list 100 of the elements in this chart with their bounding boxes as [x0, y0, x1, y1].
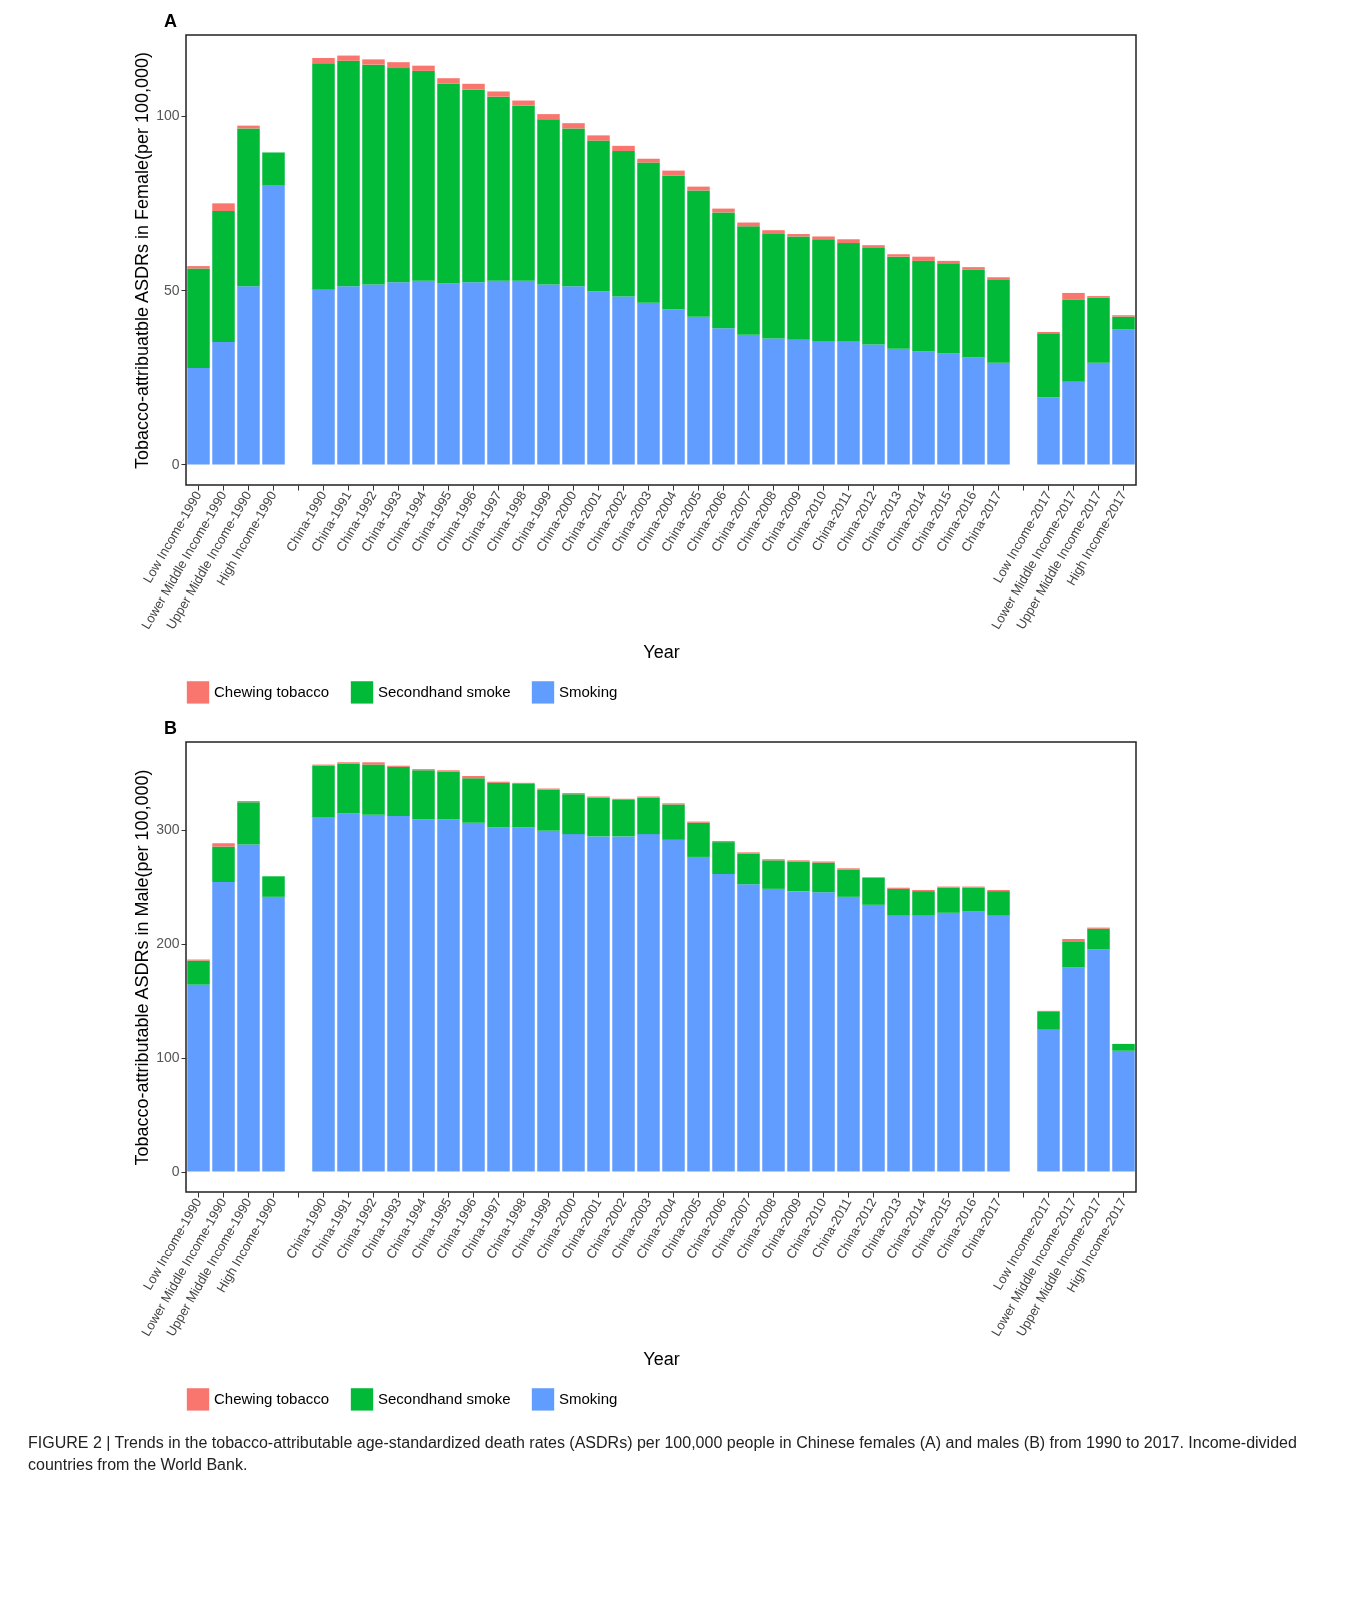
bar [837, 896, 860, 1172]
bar [537, 284, 560, 465]
bar [487, 782, 510, 828]
bar [362, 284, 385, 465]
bar [712, 212, 735, 329]
bar [812, 862, 835, 893]
bar [837, 239, 860, 244]
bar [862, 247, 885, 345]
bar [387, 766, 410, 816]
bar [737, 853, 760, 885]
bar [212, 211, 235, 343]
bar [1037, 1029, 1060, 1172]
bar [1037, 397, 1060, 465]
bar [662, 839, 685, 1172]
bar [762, 338, 785, 465]
bar [862, 344, 885, 465]
bar [787, 236, 810, 340]
bar [187, 266, 210, 269]
bar [187, 960, 210, 985]
bar [762, 888, 785, 1172]
y-axis-title: Tobacco-attributable ASDRs in Male(per 100,000) [132, 769, 153, 1166]
bar [312, 289, 335, 465]
bar [937, 887, 960, 913]
bar [337, 763, 360, 814]
bar [737, 226, 760, 335]
bar [937, 353, 960, 465]
bar [662, 175, 685, 310]
bar [887, 888, 910, 916]
bar [537, 114, 560, 120]
bar [812, 892, 835, 1172]
bar [362, 64, 385, 285]
bar [1087, 362, 1110, 465]
legend-label: Chewing tobacco [214, 683, 330, 701]
bar [687, 316, 710, 465]
bar [412, 770, 435, 820]
bar [712, 328, 735, 465]
bar [437, 283, 460, 465]
bar [912, 260, 935, 352]
bar [1112, 1050, 1135, 1172]
bar [437, 819, 460, 1172]
bar [837, 869, 860, 897]
bar [662, 804, 685, 840]
bar [1087, 928, 1110, 950]
bar [1087, 297, 1110, 363]
bar [787, 861, 810, 892]
bar [412, 819, 435, 1172]
bar [212, 882, 235, 1172]
bar [237, 844, 260, 1172]
bar [612, 296, 635, 465]
x-axis-title: Year [643, 1348, 680, 1369]
bar [762, 230, 785, 235]
bar [212, 846, 235, 883]
bar [812, 236, 835, 240]
bar [312, 58, 335, 64]
bar [862, 245, 885, 248]
bar [987, 362, 1010, 465]
bar [362, 764, 385, 815]
bar [1037, 1011, 1060, 1030]
bar [187, 367, 210, 465]
bar [1062, 939, 1085, 942]
bar [1087, 949, 1110, 1172]
bar [562, 123, 585, 129]
bar [887, 256, 910, 349]
bar [912, 256, 935, 261]
bar [187, 984, 210, 1172]
bar [337, 813, 360, 1172]
bar [362, 762, 385, 765]
bar [687, 822, 710, 857]
bar [612, 151, 635, 297]
bar [462, 822, 485, 1172]
bar [562, 128, 585, 287]
bar [587, 836, 610, 1172]
bar [1112, 329, 1135, 465]
y-tick-label: 100 [156, 107, 180, 124]
bar [812, 341, 835, 465]
bar [737, 884, 760, 1172]
bar [187, 268, 210, 368]
bar [337, 55, 360, 61]
bar [1112, 316, 1135, 330]
bar [637, 158, 660, 163]
bar [887, 348, 910, 465]
bar [462, 778, 485, 823]
bar [212, 342, 235, 465]
bar [712, 874, 735, 1172]
y-tick-label: 50 [163, 281, 180, 298]
bar [962, 357, 985, 465]
legend-label: Smoking [559, 683, 618, 701]
bar [762, 234, 785, 339]
y-axis-title: Tobacco-attribuatble ASDRs in Female(per 100,000) [132, 51, 153, 470]
bar [812, 239, 835, 342]
bar [912, 891, 935, 916]
bar [962, 887, 985, 912]
bar [987, 280, 1010, 363]
legend-label: Secondhand smoke [378, 683, 511, 701]
bar [312, 817, 335, 1172]
bar [612, 145, 635, 152]
bar [962, 911, 985, 1172]
bar [1062, 941, 1085, 968]
bar [362, 59, 385, 65]
bar [912, 915, 935, 1172]
